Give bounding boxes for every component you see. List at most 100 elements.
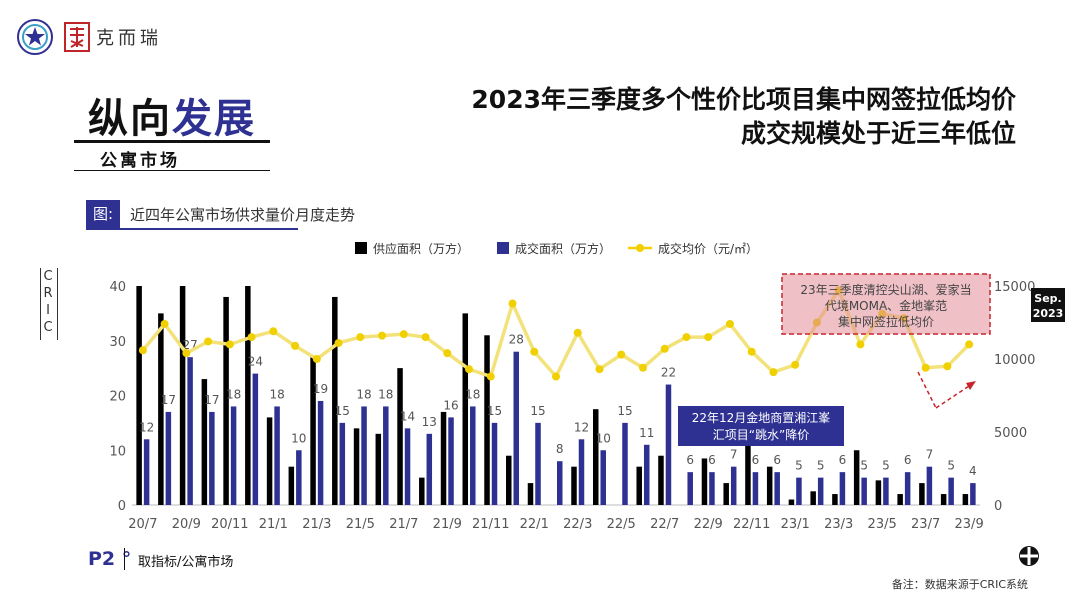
- avg-price-point: [378, 331, 387, 340]
- deal-area-bar: [165, 411, 172, 505]
- page-separator: [124, 548, 125, 570]
- supply-bar: [375, 433, 382, 505]
- avg-price-point: [638, 363, 647, 372]
- supply-bar: [788, 499, 795, 505]
- supply-bar: [462, 313, 469, 505]
- avg-price-point: [573, 328, 582, 337]
- figure-underline: [86, 228, 298, 230]
- deal-area-bar: [361, 406, 367, 505]
- y-right-tick-label: 0: [994, 499, 1002, 514]
- supply-bar: [332, 296, 338, 505]
- annotation-red-text: 集中网签拉低均价: [838, 314, 934, 329]
- x-tick-label: 23/7: [911, 517, 940, 532]
- supply-bar: [158, 313, 164, 505]
- supply-bar: [940, 494, 947, 505]
- deal-area-label: 5: [882, 459, 890, 473]
- supply-bar: [636, 466, 642, 505]
- supply-bar: [919, 483, 925, 505]
- deal-area-bar: [578, 439, 585, 505]
- deal-area-label: 16: [443, 398, 458, 412]
- legend-label: 成交均价（元/㎡）: [658, 241, 758, 256]
- avg-price-point: [943, 362, 952, 371]
- deal-area-bar: [187, 357, 193, 505]
- avg-price-point: [704, 333, 713, 342]
- deal-area-label: 7: [926, 448, 934, 462]
- supply-bar: [701, 458, 708, 505]
- supply-bar: [419, 477, 425, 505]
- figure-title: 近四年公寓市场供求量价月度走势: [130, 206, 356, 224]
- supply-bar: [658, 455, 664, 505]
- x-tick-label: 20/9: [172, 517, 201, 532]
- avg-price-point: [182, 349, 191, 358]
- annotation-box-red: [781, 273, 991, 335]
- deal-area-label: 12: [574, 420, 589, 434]
- y-left-tick-label: 0: [118, 499, 126, 514]
- deal-area-label: 7: [730, 448, 738, 462]
- deal-area-label: 18: [226, 387, 241, 401]
- deal-area-label: 5: [795, 459, 803, 473]
- deal-area-label: 6: [773, 453, 781, 467]
- deal-area-label: 8: [556, 442, 564, 456]
- avg-price-point: [421, 333, 430, 342]
- headline-line-1: 2023年三季度多个性价比项目集中网签拉低均价: [471, 85, 1016, 114]
- deal-area-label: 14: [400, 409, 415, 423]
- supply-bar: [962, 494, 969, 505]
- deal-area-bar: [883, 477, 889, 505]
- supply-bar: [266, 417, 273, 505]
- deal-area-bar: [839, 472, 846, 505]
- legend-label: 成交面积（万方）: [515, 241, 611, 256]
- deal-area-bar: [665, 384, 672, 505]
- supply-bar: [527, 483, 534, 505]
- avg-price-point: [486, 372, 495, 381]
- x-tick-label: 22/9: [694, 517, 723, 532]
- avg-price-point: [138, 346, 147, 355]
- deal-area-label: 5: [947, 459, 955, 473]
- red-stamp-icon: [64, 22, 90, 52]
- deal-area-label: 17: [204, 393, 219, 407]
- avg-price-point: [791, 360, 800, 369]
- deal-area-bar: [143, 439, 150, 505]
- section-subtitle: 公寓市场: [100, 151, 180, 171]
- deal-area-label: 5: [860, 459, 868, 473]
- trend-arrow-line: [935, 383, 973, 409]
- page-number-text: P2: [88, 548, 116, 570]
- deal-area-bar: [752, 472, 759, 505]
- y-left-tick-label: 30: [109, 335, 126, 350]
- avg-price-point: [965, 340, 974, 349]
- x-tick-label: 21/5: [346, 517, 375, 532]
- supply-bar: [223, 296, 229, 505]
- cric-letter: C: [43, 269, 55, 284]
- legend-swatch-avg-price-marker: [636, 244, 644, 252]
- x-tick-label: 22/1: [520, 517, 549, 532]
- avg-price-point: [747, 347, 756, 356]
- x-tick-label: 20/7: [128, 517, 157, 532]
- deal-area-label: 6: [708, 453, 716, 467]
- deal-area-label: 10: [291, 431, 306, 445]
- supply-bar: [288, 466, 295, 505]
- deal-area-label: 10: [596, 431, 611, 445]
- supply-bar: [571, 466, 577, 505]
- avg-price-point: [160, 319, 169, 328]
- deal-area-bar: [317, 400, 324, 505]
- y-left-tick-label: 20: [109, 390, 126, 405]
- x-tick-label: 23/5: [868, 517, 897, 532]
- crosshair-circle-icon: [1019, 546, 1039, 566]
- avg-price-point: [617, 350, 626, 359]
- supply-bar: [484, 335, 490, 505]
- deal-area-bar: [252, 373, 259, 505]
- y-right-tick-label: 15000: [994, 280, 1035, 295]
- page-source: 取指标/公寓市场: [138, 555, 234, 570]
- deal-area-bar: [861, 477, 867, 505]
- avg-price-point: [334, 338, 343, 347]
- deal-area-bar: [230, 406, 237, 505]
- section-title-part2: 发展: [172, 96, 256, 142]
- deal-area-bar: [709, 472, 715, 505]
- avg-price-point: [204, 337, 213, 346]
- x-tick-label: 22/11: [733, 517, 770, 532]
- avg-price-point: [921, 363, 930, 372]
- supply-bar: [723, 483, 729, 505]
- deal-area-label: 5: [817, 459, 825, 473]
- avg-price-point: [508, 299, 517, 308]
- title-divider: [74, 140, 270, 143]
- avg-price-point: [291, 341, 300, 350]
